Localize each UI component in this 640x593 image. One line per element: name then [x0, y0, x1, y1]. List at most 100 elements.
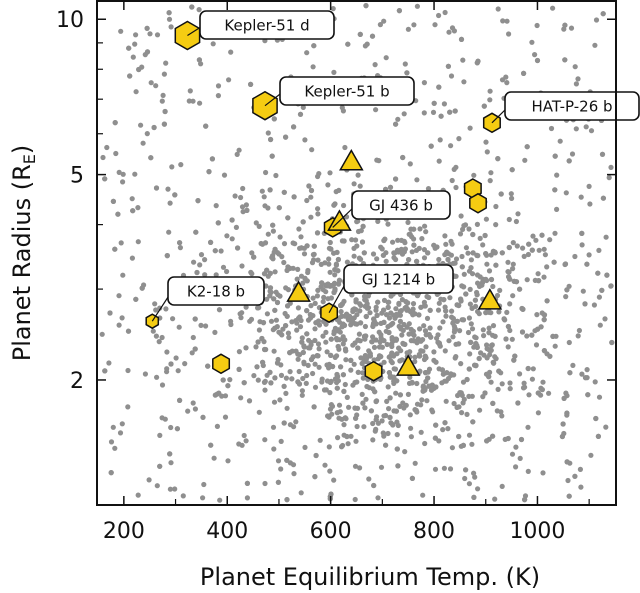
data-point — [212, 329, 218, 335]
data-point — [233, 224, 239, 230]
data-point — [405, 219, 411, 225]
data-point — [342, 415, 348, 421]
data-point — [370, 437, 376, 443]
callout-label: GJ 1214 b — [362, 271, 435, 289]
data-point — [341, 422, 347, 428]
data-point — [249, 250, 255, 256]
data-point — [422, 440, 428, 447]
data-point — [507, 380, 513, 386]
data-point — [315, 287, 321, 293]
data-point — [511, 357, 517, 363]
data-point — [541, 348, 548, 354]
data-point — [148, 80, 154, 86]
data-point — [130, 54, 136, 60]
data-point — [215, 93, 221, 99]
data-point — [389, 421, 396, 427]
data-point — [448, 73, 455, 79]
data-point — [393, 390, 399, 396]
data-point — [355, 369, 361, 375]
data-point — [312, 384, 319, 390]
data-point — [339, 444, 345, 450]
data-point — [360, 223, 366, 229]
data-point — [399, 332, 405, 338]
data-point — [513, 444, 519, 450]
plot-frame — [96, 0, 617, 506]
data-point — [283, 390, 289, 396]
data-point — [493, 262, 499, 268]
data-point — [567, 370, 573, 376]
data-point — [538, 385, 544, 391]
data-point — [163, 306, 169, 312]
data-point — [482, 232, 488, 239]
data-point — [213, 203, 219, 209]
data-point — [335, 268, 341, 274]
data-point — [397, 403, 403, 409]
data-point — [268, 136, 274, 143]
data-point — [283, 375, 289, 381]
data-point — [125, 367, 131, 374]
data-point — [469, 271, 476, 277]
data-point — [343, 357, 349, 363]
data-point — [311, 243, 317, 249]
data-point — [283, 285, 289, 291]
data-point — [372, 389, 378, 395]
data-point — [303, 380, 309, 386]
data-point — [193, 229, 199, 235]
hexagon-marker — [212, 353, 231, 375]
data-point — [330, 6, 336, 12]
data-point — [281, 383, 287, 389]
data-point — [427, 307, 433, 313]
data-point — [603, 424, 609, 430]
data-point — [197, 262, 203, 268]
data-point — [355, 228, 362, 235]
data-point — [360, 400, 366, 406]
data-point — [495, 386, 501, 392]
data-point — [308, 187, 315, 194]
data-point — [374, 312, 380, 318]
data-point — [599, 287, 605, 293]
data-point — [291, 124, 297, 130]
data-point — [460, 57, 466, 63]
data-point — [241, 432, 247, 439]
data-point — [150, 328, 156, 334]
data-point — [362, 297, 368, 303]
data-point — [472, 474, 478, 480]
data-point — [322, 462, 328, 468]
data-point — [422, 328, 429, 334]
data-point — [551, 259, 557, 265]
data-point — [116, 293, 122, 299]
data-point — [510, 240, 516, 246]
data-point — [297, 111, 304, 117]
data-point — [110, 198, 116, 204]
data-point — [591, 302, 598, 308]
data-point — [595, 270, 601, 276]
data-point — [177, 245, 183, 251]
data-point — [359, 360, 365, 367]
data-point — [102, 176, 108, 182]
data-point — [168, 424, 174, 431]
data-point — [407, 161, 413, 167]
data-point — [444, 249, 450, 255]
data-point — [353, 237, 359, 243]
data-point — [125, 404, 131, 410]
data-point — [351, 361, 357, 367]
callout: Kepler-51 b — [264, 76, 415, 107]
data-point — [272, 325, 278, 331]
data-point — [110, 424, 116, 430]
data-point — [308, 303, 314, 309]
data-point — [421, 110, 427, 116]
data-point — [573, 81, 580, 87]
data-point — [472, 297, 478, 303]
data-point — [133, 32, 139, 38]
x-tick-label: 200 — [103, 519, 145, 544]
data-point — [381, 338, 387, 344]
data-point — [562, 57, 568, 63]
data-point — [176, 324, 182, 330]
data-point — [365, 293, 371, 299]
data-point — [414, 3, 420, 9]
data-point — [491, 360, 497, 366]
data-point — [162, 108, 168, 115]
data-point — [494, 292, 501, 299]
data-point — [408, 434, 414, 440]
data-point — [579, 242, 585, 248]
